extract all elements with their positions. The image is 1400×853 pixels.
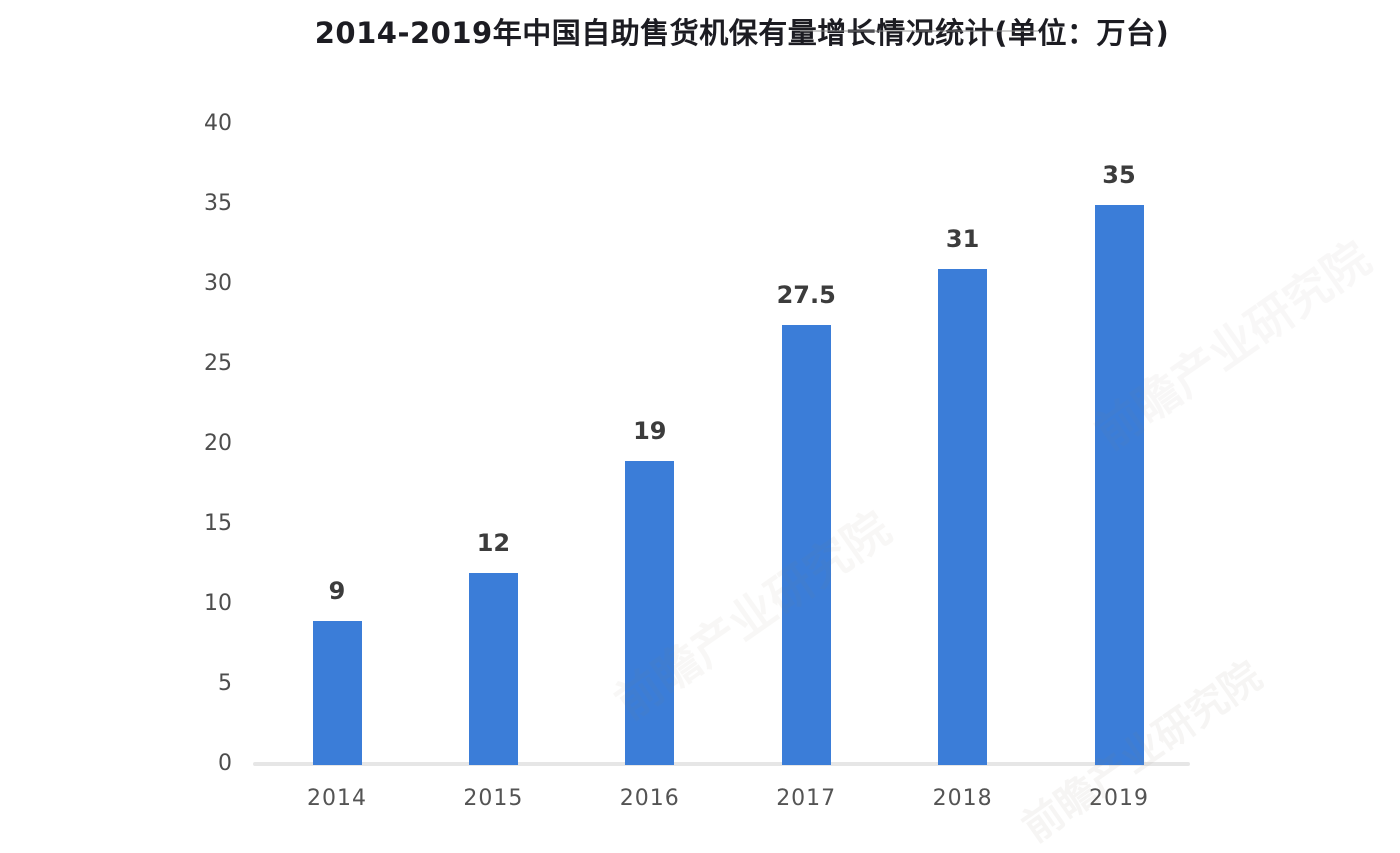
bar-value-label: 31 [945,225,980,253]
bar-value-label: 12 [476,529,511,557]
bar-2016 [625,461,675,765]
bar-2017 [781,325,831,765]
y-tick-label: 25 [204,351,232,376]
bar-value-label: 35 [1102,161,1136,189]
bar-value-label: 19 [633,417,667,445]
bar-2018 [938,269,988,765]
x-tick-label: 2014 [307,786,367,811]
scan-artifact-line [800,30,1038,32]
chart-title: 2014-2019年中国自助售货机保有量增长情况统计(单位：万台) [314,16,1170,50]
x-tick-label: 2018 [932,786,993,811]
x-axis-line [253,762,1190,766]
y-tick-label: 30 [204,271,232,296]
y-tick-label: 35 [204,191,232,216]
y-tick-label: 40 [204,111,232,136]
x-tick-label: 2016 [619,786,680,811]
x-tick-label: 2017 [776,786,837,811]
y-tick-label: 10 [204,591,232,616]
x-tick-label: 2015 [463,786,524,811]
y-tick-label: 5 [218,671,232,696]
bar-value-label: 27.5 [776,281,836,309]
x-tick-label: 2019 [1089,786,1149,811]
bar-2019 [1094,205,1144,765]
bar-value-label: 9 [328,577,346,605]
y-tick-label: 15 [204,511,232,536]
bar-2014 [312,621,362,765]
bar-2015 [468,573,518,765]
y-tick-label: 0 [218,751,232,776]
y-tick-label: 20 [204,431,232,456]
